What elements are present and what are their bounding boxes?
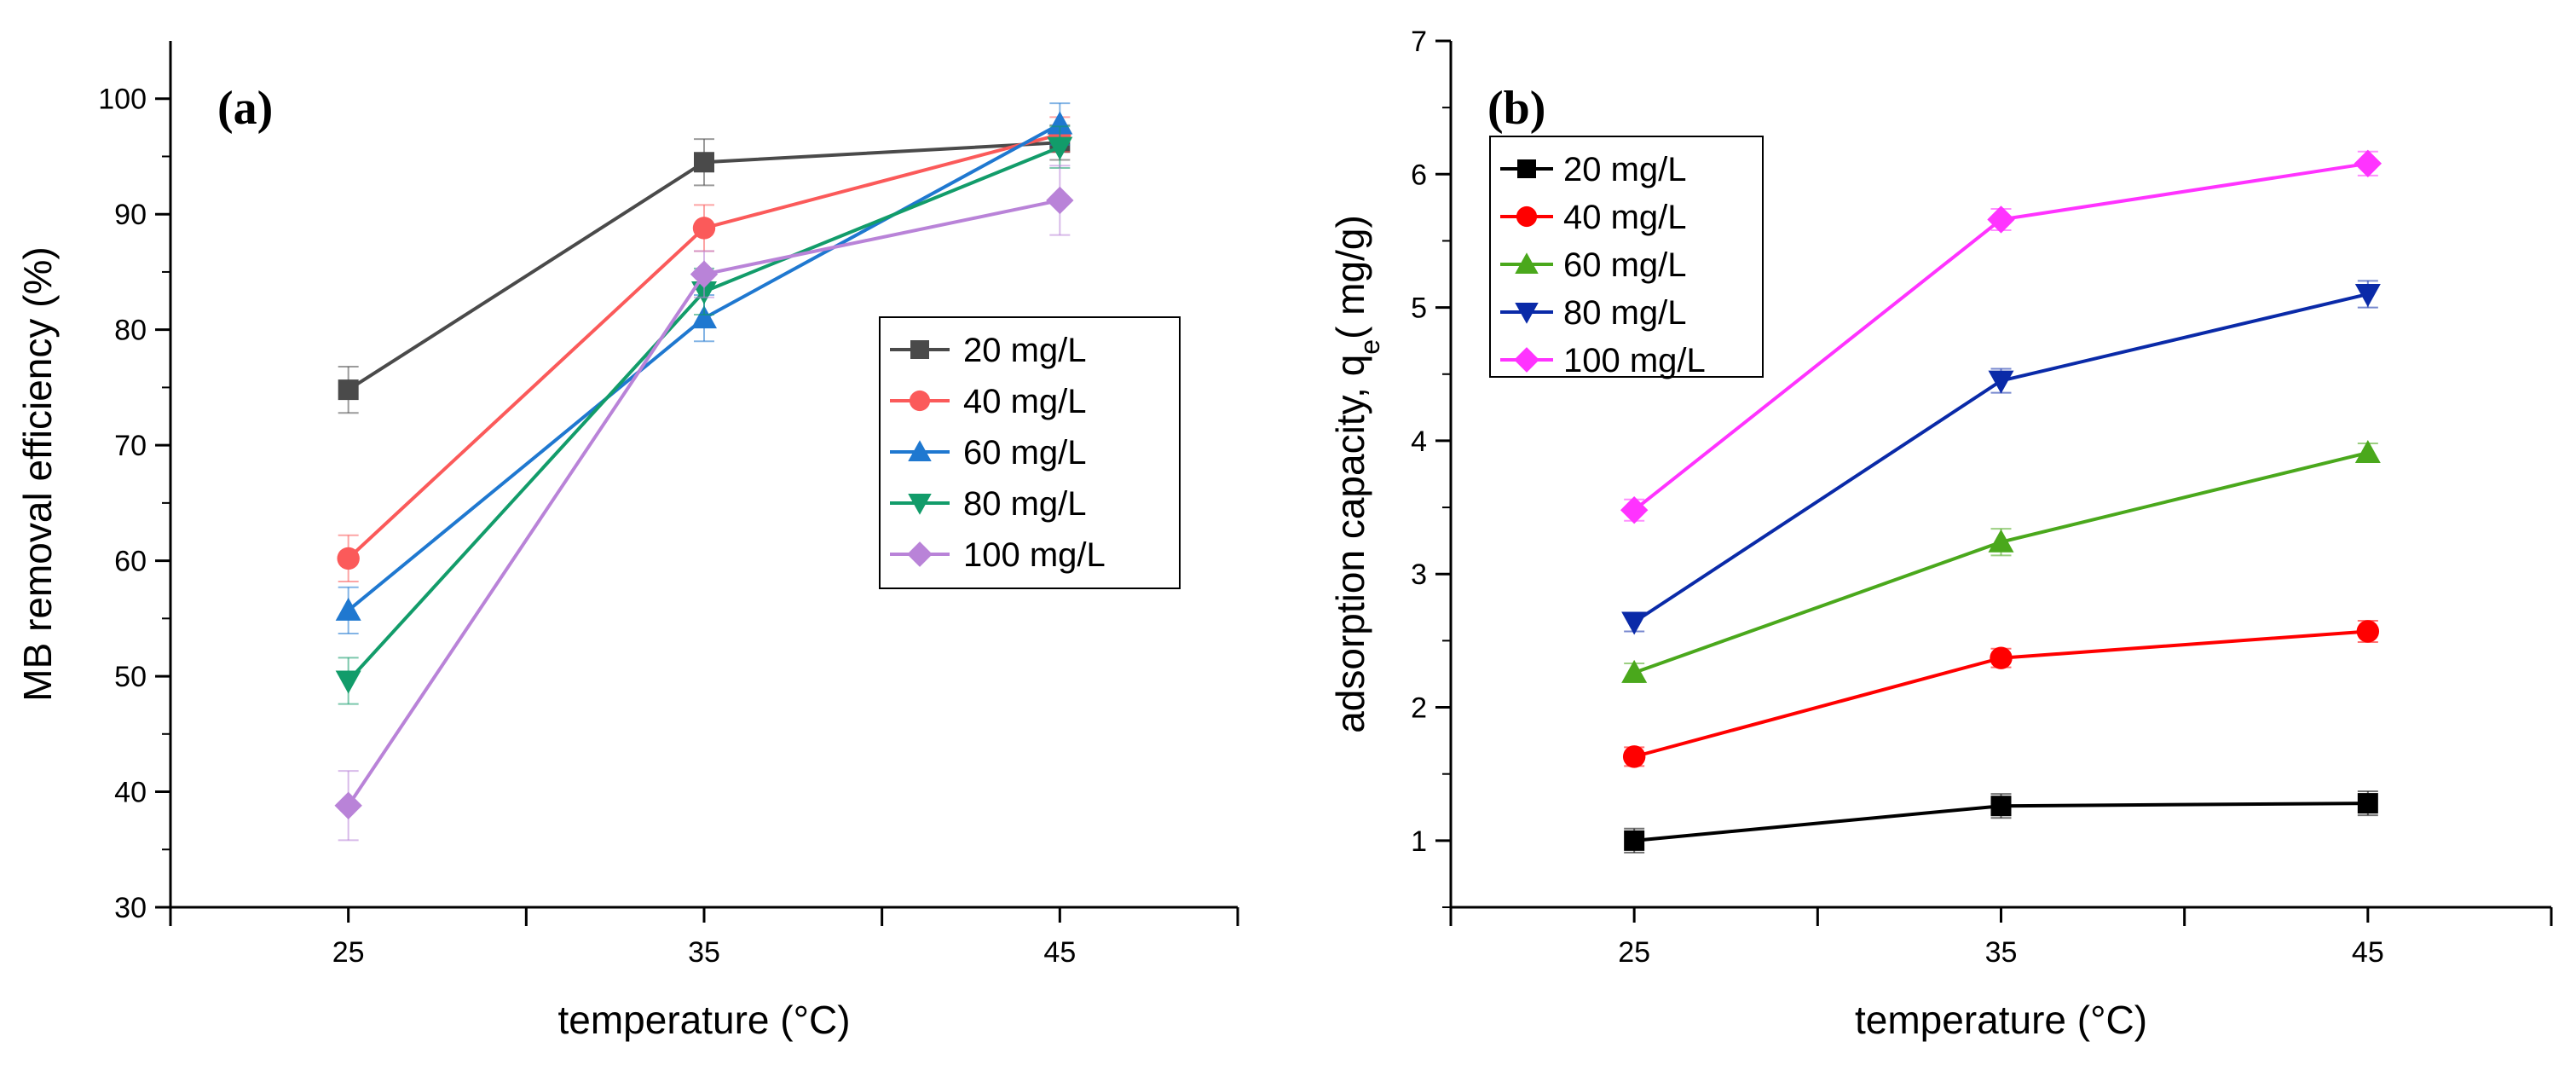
y-tick-label: 90 — [114, 199, 147, 231]
legend-marker — [907, 541, 933, 567]
series-100-mg-L — [334, 165, 1074, 842]
data-point — [335, 597, 361, 621]
data-point — [690, 260, 719, 288]
data-point — [2356, 620, 2380, 643]
data-point — [2354, 439, 2381, 463]
y-tick-label: 5 — [1411, 292, 1427, 325]
data-point — [694, 152, 714, 173]
panel-label: (b) — [1487, 82, 1545, 135]
legend-label: 80 mg/L — [963, 485, 1087, 523]
data-point — [1990, 646, 2013, 669]
legend-label: 20 mg/L — [1563, 151, 1687, 188]
data-point — [1621, 611, 1648, 635]
series-20-mg-L — [1624, 790, 2378, 854]
legend-label: 40 mg/L — [963, 383, 1087, 420]
legend-label: 80 mg/L — [1563, 294, 1687, 332]
legend-marker — [1516, 205, 1538, 228]
legend-label: 60 mg/L — [963, 434, 1087, 472]
y-axis-title-subscript: e — [1354, 339, 1385, 355]
legend-marker — [1517, 159, 1536, 178]
data-point — [2354, 283, 2381, 307]
data-point — [2354, 149, 2383, 178]
data-point — [2357, 793, 2378, 814]
y-tick-label: 30 — [114, 892, 147, 924]
x-tick-label: 25 — [1618, 936, 1650, 969]
data-point — [335, 670, 361, 694]
y-tick-label: 1 — [1411, 825, 1427, 858]
legend-marker — [1515, 252, 1539, 274]
data-point — [691, 305, 717, 329]
y-axis-title: MB removal efficiency (%) — [15, 246, 60, 701]
legend-label: 20 mg/L — [963, 332, 1087, 369]
series-40-mg-L — [1622, 619, 2380, 768]
data-point — [337, 547, 360, 570]
data-point — [1622, 745, 1646, 768]
x-tick-label: 45 — [1043, 936, 1076, 969]
legend-marker — [1514, 347, 1539, 373]
y-axis-title-main: adsorption capacity, q — [1328, 355, 1372, 733]
legend-marker — [908, 494, 932, 515]
legend-marker — [1515, 303, 1539, 324]
y-tick-label: 100 — [98, 84, 147, 116]
data-point — [338, 379, 359, 401]
y-tick-label: 4 — [1411, 425, 1427, 458]
y-axis-title: adsorption capacity, qe( mg/g) — [1328, 215, 1385, 733]
chart-panel-a: 25 35 45 30 40 50 60 70 80 90 100 temperature (°C) M… — [15, 41, 1239, 1042]
data-point — [1988, 370, 2014, 394]
y-tick-label: 3 — [1411, 559, 1427, 591]
y-tick-label: 2 — [1411, 692, 1427, 725]
y-tick-label: 50 — [114, 661, 147, 693]
data-point — [1624, 830, 1645, 851]
series-80-mg-L — [1621, 280, 2381, 635]
data-point — [1046, 186, 1074, 215]
y-tick-label: 6 — [1411, 159, 1427, 191]
y-axis-title-unit: ( mg/g) — [1328, 215, 1372, 339]
data-point — [1988, 529, 2014, 553]
legend-marker — [908, 440, 932, 461]
data-point — [1621, 659, 1648, 683]
x-tick-label: 45 — [2352, 936, 2384, 969]
legend-label: 100 mg/L — [1563, 342, 1706, 379]
x-tick-label: 35 — [1985, 936, 2018, 969]
legend-label: 100 mg/L — [963, 536, 1106, 574]
data-point — [1620, 496, 1649, 524]
legend-label: 60 mg/L — [1563, 246, 1687, 284]
data-point — [1990, 796, 2012, 817]
data-point — [692, 217, 716, 240]
data-point — [1047, 111, 1073, 135]
legend-marker — [909, 390, 931, 412]
data-point — [334, 791, 362, 819]
y-tick-label: 60 — [114, 546, 147, 578]
series-60-mg-L — [1621, 439, 2381, 683]
x-tick-label: 35 — [688, 936, 720, 969]
legend: 20 mg/L 40 mg/L 60 mg/L 80 mg/L 100 mg/L — [879, 316, 1181, 589]
y-tick-label: 70 — [114, 430, 147, 462]
x-axis-title: temperature (°C) — [557, 998, 850, 1042]
legend-label: 40 mg/L — [1563, 199, 1687, 236]
legend: 20 mg/L 40 mg/L 60 mg/L 80 mg/L 100 mg/L — [1489, 136, 1764, 379]
y-tick-label: 40 — [114, 777, 147, 809]
y-tick-label: 7 — [1411, 26, 1427, 58]
data-point — [1987, 205, 2015, 234]
panel-label: (a) — [217, 82, 273, 135]
data-point — [1047, 136, 1073, 160]
y-tick-label: 80 — [114, 315, 147, 347]
series-60-mg-L — [335, 102, 1073, 634]
series-100-mg-L — [1620, 149, 2383, 524]
legend-marker — [910, 340, 929, 359]
x-tick-label: 25 — [332, 936, 365, 969]
x-axis-title: temperature (°C) — [1855, 998, 2147, 1042]
